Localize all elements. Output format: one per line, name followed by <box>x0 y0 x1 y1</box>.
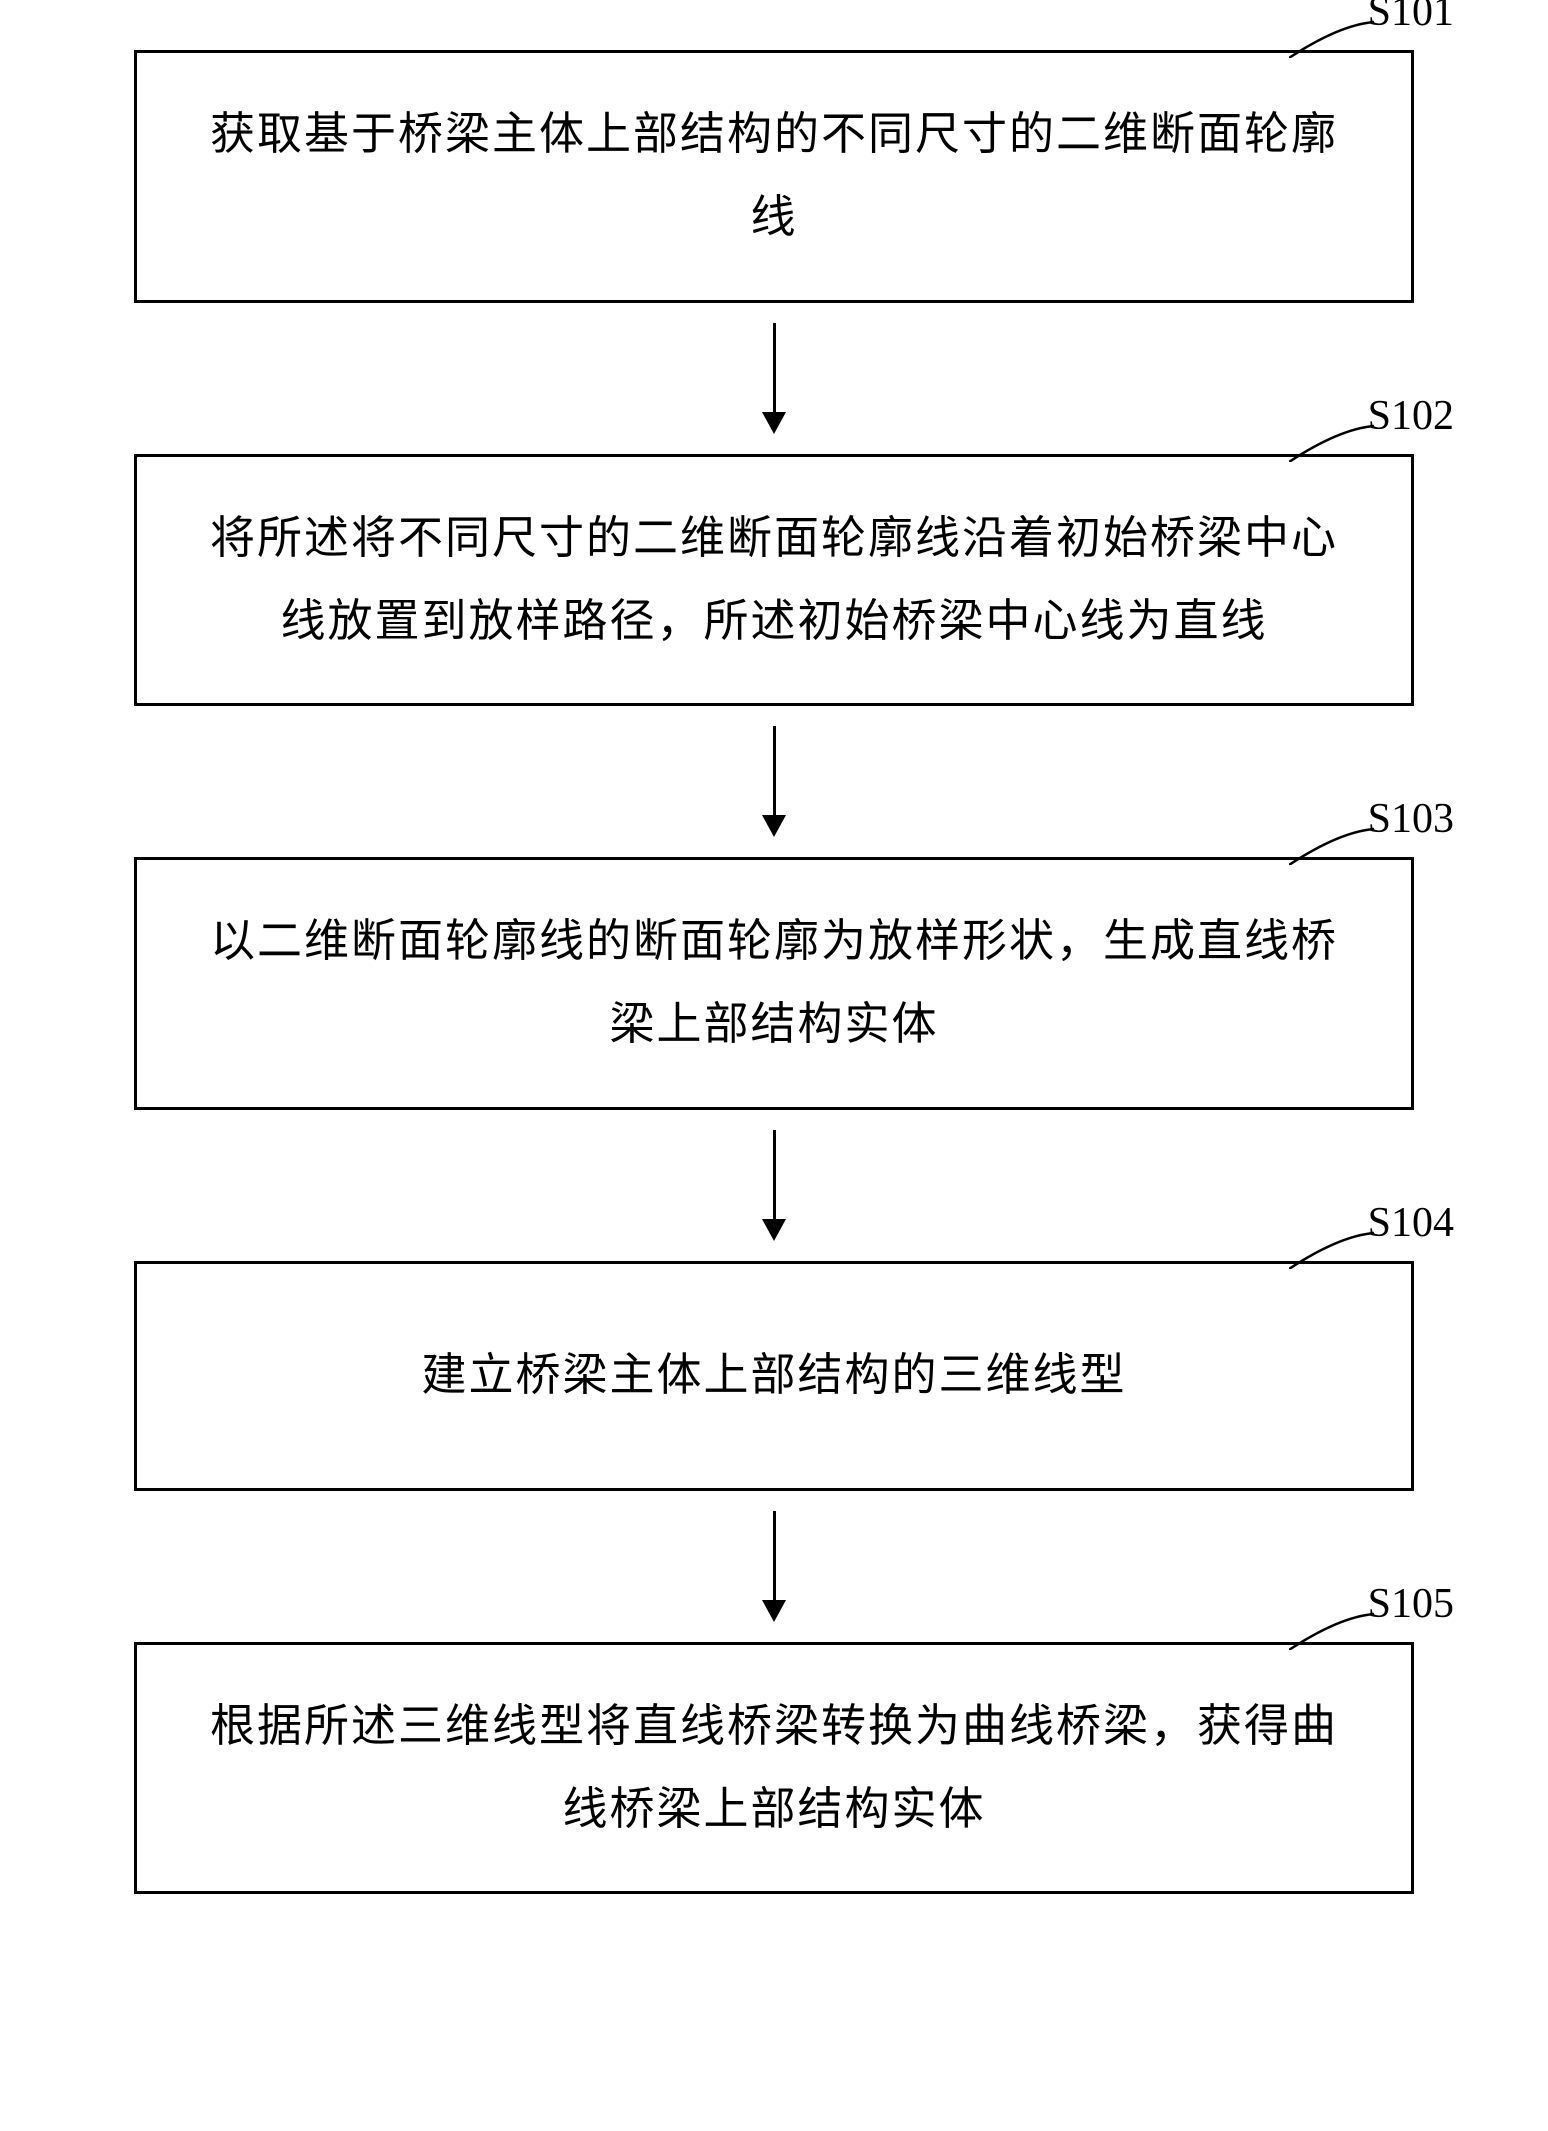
step-box-s104: 建立桥梁主体上部结构的三维线型 <box>134 1261 1414 1491</box>
arrow-s104-s105 <box>762 1511 786 1622</box>
step-label-s104: S104 <box>1368 1199 1454 1247</box>
leader-line-s105 <box>1289 1612 1374 1650</box>
flowchart-container: S101 获取基于桥梁主体上部结构的不同尺寸的二维断面轮廓线 S102 将所述将… <box>74 50 1474 1894</box>
step-text-s104: 建立桥梁主体上部结构的三维线型 <box>421 1334 1126 1417</box>
arrow-head-icon <box>762 1219 786 1241</box>
arrow-line <box>773 1130 776 1220</box>
arrow-head-icon <box>762 1600 786 1622</box>
step-wrapper-s102: S102 将所述将不同尺寸的二维断面轮廓线沿着初始桥梁中心线放置到放样路径，所述… <box>74 454 1474 707</box>
step-label-s101: S101 <box>1368 0 1454 36</box>
step-text-s103: 以二维断面轮廓线的断面轮廓为放样形状，生成直线桥梁上部结构实体 <box>197 900 1351 1067</box>
arrow-head-icon <box>762 412 786 434</box>
step-box-s103: 以二维断面轮廓线的断面轮廓为放样形状，生成直线桥梁上部结构实体 <box>134 857 1414 1110</box>
step-label-s105: S105 <box>1368 1580 1454 1628</box>
step-text-s101: 获取基于桥梁主体上部结构的不同尺寸的二维断面轮廓线 <box>197 93 1351 260</box>
leader-line-s102 <box>1289 424 1374 462</box>
step-wrapper-s104: S104 建立桥梁主体上部结构的三维线型 <box>74 1261 1474 1491</box>
step-wrapper-s105: S105 根据所述三维线型将直线桥梁转换为曲线桥梁，获得曲线桥梁上部结构实体 <box>74 1642 1474 1895</box>
leader-line-s104 <box>1289 1231 1374 1269</box>
arrow-head-icon <box>762 815 786 837</box>
step-box-s101: 获取基于桥梁主体上部结构的不同尺寸的二维断面轮廓线 <box>134 50 1414 303</box>
step-box-s105: 根据所述三维线型将直线桥梁转换为曲线桥梁，获得曲线桥梁上部结构实体 <box>134 1642 1414 1895</box>
step-wrapper-s101: S101 获取基于桥梁主体上部结构的不同尺寸的二维断面轮廓线 <box>74 50 1474 303</box>
leader-line-s103 <box>1289 827 1374 865</box>
arrow-line <box>773 1511 776 1601</box>
arrow-line <box>773 323 776 413</box>
leader-line-s101 <box>1289 20 1374 58</box>
step-wrapper-s103: S103 以二维断面轮廓线的断面轮廓为放样形状，生成直线桥梁上部结构实体 <box>74 857 1474 1110</box>
step-text-s105: 根据所述三维线型将直线桥梁转换为曲线桥梁，获得曲线桥梁上部结构实体 <box>197 1685 1351 1852</box>
step-text-s102: 将所述将不同尺寸的二维断面轮廓线沿着初始桥梁中心线放置到放样路径，所述初始桥梁中… <box>197 497 1351 664</box>
arrow-s102-s103 <box>762 726 786 837</box>
step-box-s102: 将所述将不同尺寸的二维断面轮廓线沿着初始桥梁中心线放置到放样路径，所述初始桥梁中… <box>134 454 1414 707</box>
step-label-s102: S102 <box>1368 392 1454 440</box>
arrow-s101-s102 <box>762 323 786 434</box>
step-label-s103: S103 <box>1368 795 1454 843</box>
arrow-line <box>773 726 776 816</box>
arrow-s103-s104 <box>762 1130 786 1241</box>
